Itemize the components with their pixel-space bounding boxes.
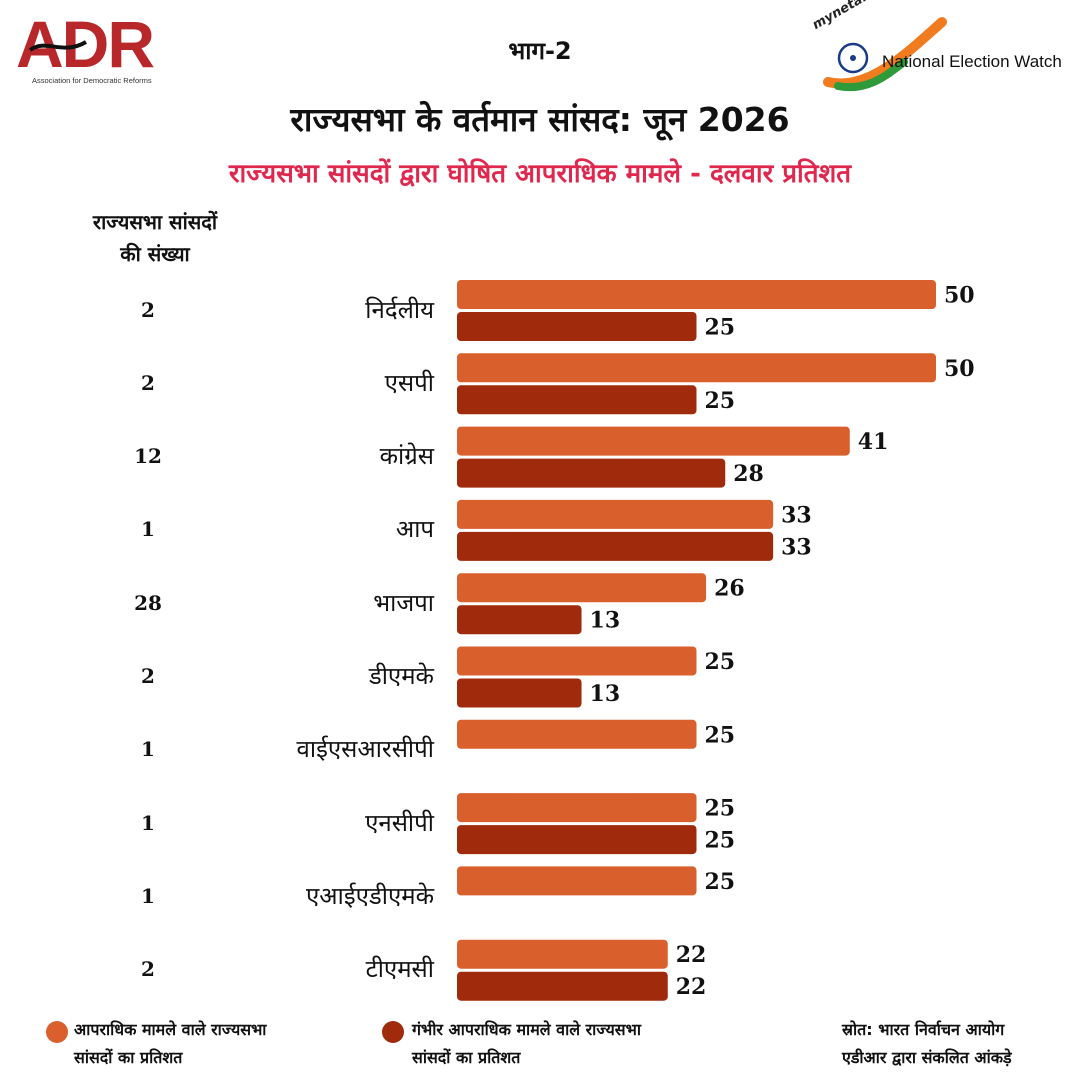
bar-criminal: [457, 719, 697, 749]
bar-serious: [457, 825, 697, 855]
member-count: 12: [134, 444, 162, 469]
part-label: भाग-2: [508, 37, 572, 65]
member-count: 2: [141, 957, 155, 982]
value-label-criminal: 25: [705, 796, 736, 822]
value-label-criminal: 25: [705, 649, 736, 675]
value-label-serious: 28: [733, 461, 764, 487]
bar-criminal: [457, 573, 707, 603]
category-label: वाईएसआरसीपी: [296, 735, 434, 764]
category-label: डीएमके: [368, 662, 434, 690]
value-label-criminal: 26: [714, 576, 745, 602]
bar-serious: [457, 312, 697, 341]
legend-criminal: आपराधिक मामले वाले राज्यसभा सांसदों का प…: [74, 1016, 266, 1072]
bar-serious: [457, 385, 697, 415]
member-count: 2: [141, 664, 155, 688]
bar-criminal: [457, 280, 936, 309]
count-column-header: राज्यसभा सांसदों की संख्या: [50, 206, 260, 270]
bar-serious: [457, 605, 582, 635]
category-label: एआईएडीएमके: [306, 881, 434, 910]
legend-serious-dot: [382, 1021, 404, 1043]
source-line1: स्रोत: भारत निर्वाचन आयोग: [842, 1020, 1005, 1039]
member-count: 1: [141, 883, 155, 908]
value-label-serious: 25: [705, 388, 736, 414]
count-header-line1: राज्यसभा सांसदों: [92, 210, 218, 234]
bar-criminal: [457, 793, 697, 823]
chart-subtitle: राज्यसभा सांसदों द्वारा घोषित आपराधिक मा…: [228, 159, 852, 189]
value-label-criminal: 22: [676, 942, 707, 968]
category-label: कांग्रेस: [379, 442, 434, 471]
bar-criminal: [457, 353, 936, 383]
value-label-criminal: 50: [944, 356, 975, 382]
legend-criminal-dot: [46, 1021, 68, 1043]
category-label: एसपी: [384, 368, 434, 397]
legend-serious-line2: सांसदों का प्रतिशत: [412, 1048, 521, 1067]
value-label-serious: 13: [590, 681, 621, 707]
bar-criminal: [457, 866, 697, 896]
value-label-criminal: 33: [781, 502, 812, 528]
source-note: स्रोत: भारत निर्वाचन आयोग एडीआर द्वारा स…: [842, 1016, 1012, 1072]
legend-serious: गंभीर आपराधिक मामले वाले राज्यसभा सांसदो…: [412, 1016, 641, 1072]
value-label-serious: 22: [676, 974, 707, 1000]
bar-serious: [457, 971, 668, 1001]
member-count: 28: [134, 590, 162, 615]
value-label-criminal: 41: [858, 429, 889, 455]
category-label: एनसीपी: [365, 808, 434, 837]
source-line2: एडीआर द्वारा संकलित आंकड़े: [842, 1048, 1012, 1067]
bar-criminal: [457, 499, 774, 529]
member-count: 1: [141, 517, 155, 542]
member-count: 2: [141, 297, 155, 322]
value-label-criminal: 25: [705, 722, 736, 748]
value-label-serious: 13: [590, 608, 621, 634]
bar-serious: [457, 458, 726, 488]
bar-criminal: [457, 426, 850, 456]
national-election-watch-text: National Election Watch: [882, 52, 1062, 71]
value-label-serious: 33: [781, 534, 812, 560]
member-count: 1: [141, 737, 155, 762]
category-label: भाजपा: [373, 588, 434, 617]
legend-serious-line1: गंभीर आपराधिक मामले वाले राज्यसभा: [412, 1020, 641, 1039]
adr-logo: ADR Association for Democratic Reforms: [8, 8, 173, 85]
value-label-serious: 25: [705, 828, 736, 854]
member-count: 2: [141, 370, 155, 395]
bar-serious: [457, 531, 774, 561]
legend-criminal-line1: आपराधिक मामले वाले राज्यसभा: [74, 1020, 267, 1039]
bar-serious: [457, 678, 582, 708]
tricolor-swoosh-icon: [823, 17, 947, 92]
count-header-line2: की संख्या: [120, 242, 190, 266]
legend-criminal-line2: सांसदों का प्रतिशत: [74, 1048, 183, 1067]
adr-logo-subtitle: Association for Democratic Reforms: [32, 76, 152, 85]
value-label-serious: 25: [705, 315, 736, 341]
value-label-criminal: 50: [944, 283, 975, 309]
page-title: राज्यसभा के वर्तमान सांसद: जून 2026: [290, 100, 790, 139]
national-election-watch-logo: [808, 12, 1078, 92]
category-label: आप: [395, 515, 434, 544]
adr-swoosh-icon: [28, 40, 88, 52]
value-label-criminal: 25: [705, 869, 736, 895]
bar-chart: 50 25 50 25 41 28 33 33 26 13 25 13 25 25 25 25 22 22: [457, 280, 975, 1001]
bar-criminal: [457, 646, 697, 676]
member-count: 1: [141, 810, 155, 835]
category-label: टीएमसी: [365, 955, 434, 984]
category-label: निर्दलीय: [365, 295, 434, 324]
bar-criminal: [457, 939, 668, 969]
